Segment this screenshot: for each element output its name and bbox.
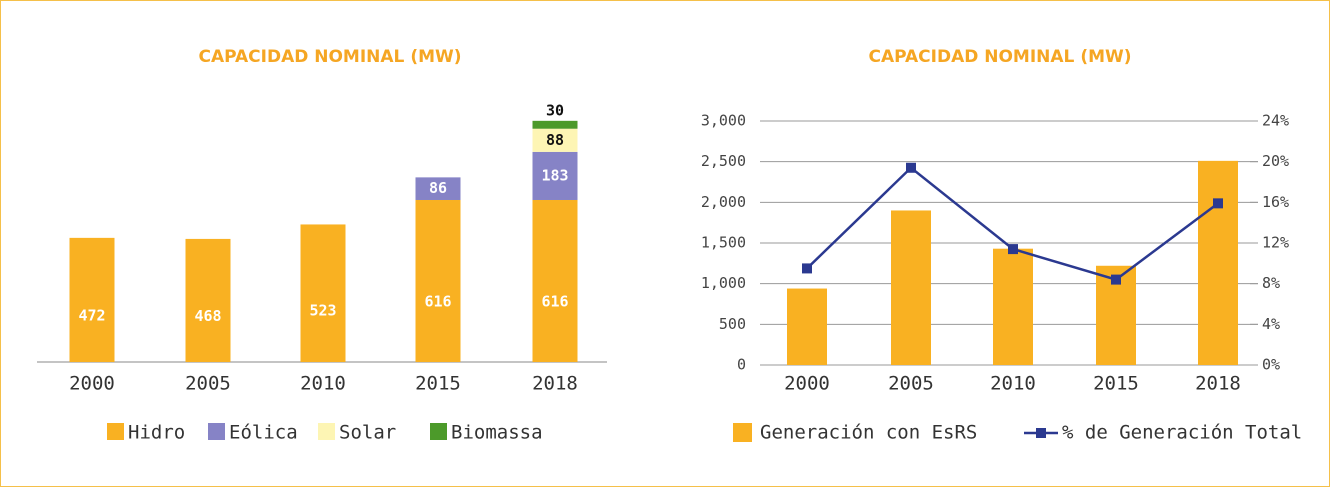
bar-segment [415,199,461,362]
y-tick-label: 1,500 [701,234,746,252]
data-label: 616 [424,293,451,311]
legend-label: % de Generación Total [1062,422,1302,444]
bar-segment [415,177,461,200]
y2-tick-label: 4% [1262,315,1280,333]
data-label: 86 [429,179,447,197]
x-tick-label: 2015 [1093,373,1139,395]
x-tick-label: 2010 [300,373,346,395]
data-label: 88 [546,131,564,149]
legend-label: Solar [339,422,396,444]
x-tick-label: 2015 [415,373,461,395]
data-label: 616 [541,293,568,311]
legend-label: Eólica [229,422,298,444]
chart-title: CAPACIDAD NOMINAL (MW) [868,47,1131,67]
y2-tick-label: 16% [1262,193,1289,211]
legend-swatch [430,423,447,440]
y-tick-label: 2,500 [701,152,746,170]
y2-tick-label: 8% [1262,274,1280,292]
legend-swatch [733,423,752,442]
line-marker [802,263,812,274]
x-tick-label: 2000 [784,373,830,395]
x-tick-label: 2018 [532,373,578,395]
legend-label: Hidro [128,422,185,444]
line-marker [1213,198,1223,209]
legend-swatch [318,423,335,440]
data-label: 523 [309,302,336,320]
x-tick-label: 2010 [990,373,1036,395]
y2-tick-label: 12% [1262,234,1289,252]
bar [891,210,931,365]
bar-segment [532,151,578,200]
bar-segment [532,128,578,152]
bar-segment [185,238,231,362]
bar [787,288,827,365]
chart-title: CAPACIDAD NOMINAL (MW) [198,47,461,67]
x-tick-label: 2000 [69,373,115,395]
line-marker [906,162,916,173]
y2-tick-label: 0% [1262,356,1280,374]
y-tick-label: 500 [719,315,746,333]
bar-segment [69,237,115,362]
y2-tick-label: 24% [1262,112,1289,130]
bar-segment [532,120,578,129]
x-tick-label: 2005 [185,373,231,395]
legend-swatch [208,423,225,440]
legend-marker [1036,428,1046,438]
y2-tick-label: 20% [1262,152,1289,170]
x-tick-label: 2005 [888,373,934,395]
y-tick-label: 0 [737,356,746,374]
bar [993,248,1033,365]
data-label: 183 [541,166,568,184]
bar-segment [300,224,346,362]
data-label: 472 [78,307,105,325]
y-tick-label: 2,000 [701,193,746,211]
data-label: 468 [194,307,221,325]
bar [1198,160,1238,365]
legend-label: Generación con EsRS [760,422,977,444]
bar-segment [532,199,578,362]
line-marker [1008,244,1018,255]
data-label: 30 [546,101,564,119]
y-tick-label: 1,000 [701,274,746,292]
x-tick-label: 2018 [1195,373,1241,395]
y-tick-label: 3,000 [701,112,746,130]
legend-swatch [107,423,124,440]
line-marker [1111,274,1121,285]
legend-label: Biomassa [451,422,543,444]
